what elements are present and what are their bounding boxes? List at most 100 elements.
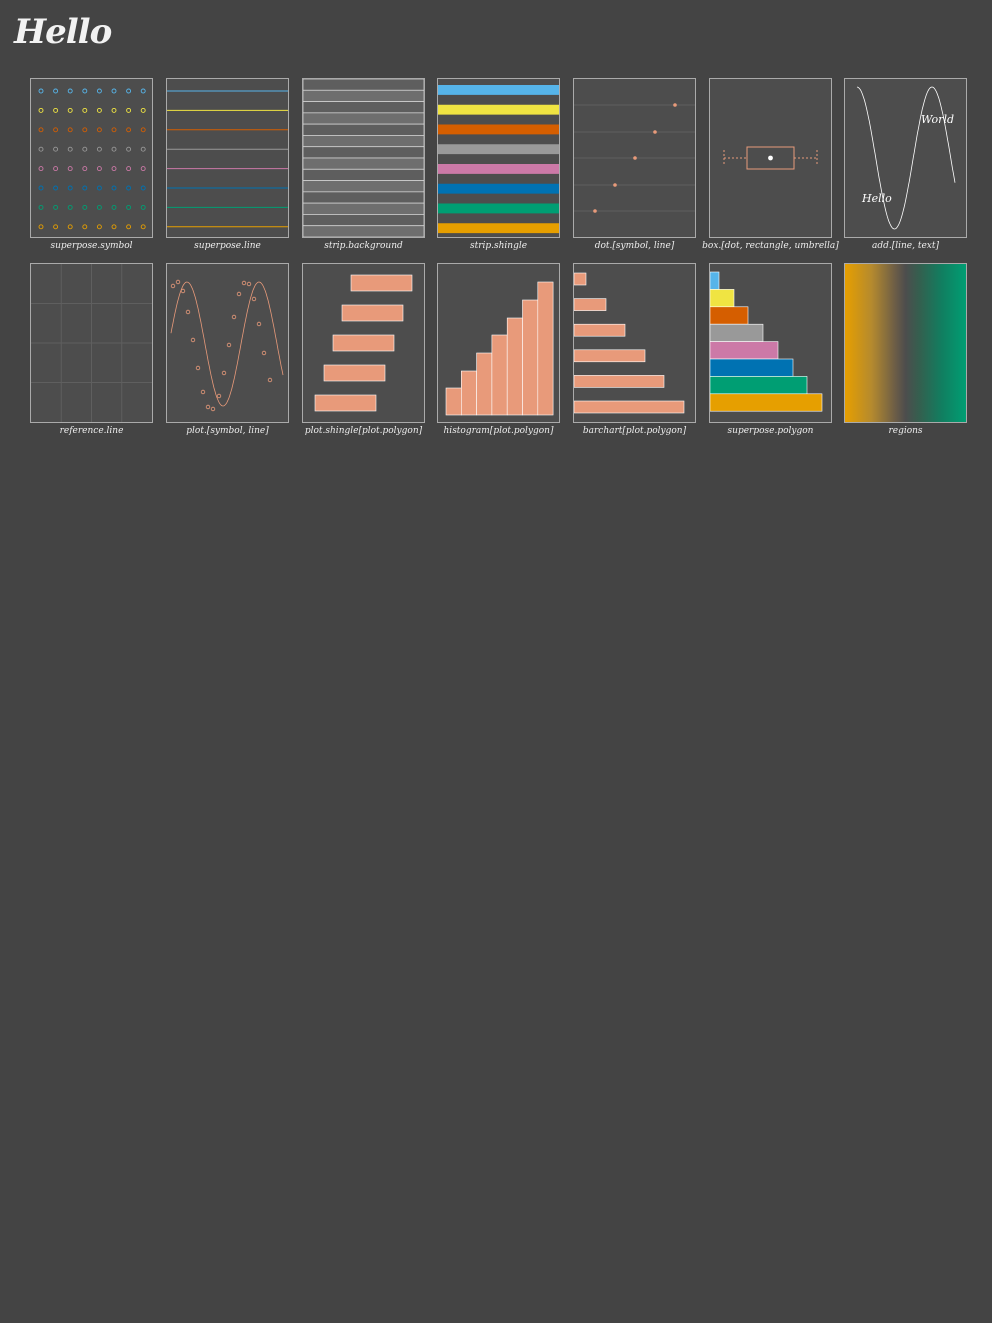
strip-shingle-band <box>438 183 559 194</box>
symbol-point <box>111 127 117 133</box>
barchart-cell: barchart[plot.polygon] <box>573 263 696 436</box>
symbol-point <box>96 146 102 152</box>
superpose-symbol-cell: superpose.symbol <box>30 78 153 251</box>
add-line-text-cell: Hello World add.[line, text] <box>844 78 967 251</box>
strip-background-band <box>303 135 424 148</box>
strip-shingle-band <box>438 223 559 234</box>
panel-caption: strip.background <box>324 241 403 251</box>
symbol-point <box>67 185 73 191</box>
symbol-point <box>82 146 88 152</box>
box-median-dot <box>768 155 773 161</box>
barchart-bar <box>574 298 607 311</box>
plot-shingle-panel <box>302 263 425 423</box>
reference-line-panel <box>30 263 153 423</box>
plot-symbol-point <box>241 280 247 286</box>
symbol-point <box>96 185 102 191</box>
page-title: Hello <box>14 12 112 52</box>
symbol-point <box>111 146 117 152</box>
symbol-point <box>53 166 59 172</box>
symbol-point <box>96 127 102 133</box>
symbol-point <box>53 88 59 94</box>
box-rectangle <box>746 146 795 170</box>
dot-plot <box>574 103 695 213</box>
symbol-point <box>53 224 59 230</box>
symbol-point <box>38 166 44 172</box>
symbol-point <box>140 88 146 94</box>
symbol-point <box>96 166 102 172</box>
strip-shingle-band <box>438 104 559 115</box>
symbol-point <box>111 88 117 94</box>
symbol-point <box>67 107 73 113</box>
symbol-point <box>38 88 44 94</box>
polygon-bar <box>710 341 779 360</box>
shingle-bar <box>341 304 404 322</box>
symbol-point <box>67 127 73 133</box>
strip-shingle-plot <box>438 85 559 234</box>
symbol-point <box>82 88 88 94</box>
strip-shingle-band <box>438 164 559 174</box>
strip-background-plot <box>303 79 424 237</box>
plot-symbol-point <box>231 314 237 320</box>
panel-caption: histogram[plot.polygon] <box>443 426 554 436</box>
symbol-point <box>126 88 132 94</box>
symbol-point <box>126 146 132 152</box>
panel-caption: plot.[symbol, line] <box>186 426 269 436</box>
polygon-bar <box>710 376 808 395</box>
symbol-point <box>126 107 132 113</box>
regions-cell: regions <box>844 263 967 436</box>
strip-background-cell: strip.background <box>302 78 425 251</box>
plot-shingle-plot <box>314 274 413 412</box>
symbol-point <box>38 185 44 191</box>
strip-shingle-band <box>438 124 559 135</box>
text-world: World <box>921 113 954 126</box>
panel-caption: regions <box>888 426 923 436</box>
superpose-polygon-cell: superpose.polygon <box>709 263 832 436</box>
strip-background-band <box>303 89 424 102</box>
panel-caption: barchart[plot.polygon] <box>582 426 687 436</box>
plot-symbol-point <box>195 365 201 371</box>
dot-point <box>593 209 597 213</box>
superpose-line-cell: superpose.line <box>166 78 289 251</box>
regions-panel <box>844 263 967 423</box>
panel-caption: dot.[symbol, line] <box>594 241 675 251</box>
strip-background-band <box>303 101 424 114</box>
plot-symbol-point <box>180 288 186 294</box>
barchart-bar <box>574 349 646 363</box>
superpose-symbol-panel <box>30 78 153 238</box>
plot-symbol-point <box>246 281 252 287</box>
plot-symbol-point <box>175 279 181 285</box>
panel-caption: plot.shingle[plot.polygon] <box>304 426 423 436</box>
symbol-point <box>126 127 132 133</box>
plot-symbol-line-panel <box>166 263 289 423</box>
symbol-point <box>140 127 146 133</box>
shingle-bar <box>314 394 377 412</box>
symbol-point <box>67 224 73 230</box>
superpose-line-plot <box>167 90 288 228</box>
barchart-plot <box>574 272 685 414</box>
histogram-bar <box>445 387 462 416</box>
reference-line-cell: reference.line <box>30 263 153 436</box>
barchart-bar <box>574 323 626 337</box>
shingle-bar <box>323 364 386 382</box>
symbol-point <box>111 185 117 191</box>
polygon-bar <box>710 323 764 342</box>
symbol-point <box>67 204 73 210</box>
panel-caption: superpose.symbol <box>50 241 133 251</box>
symbol-point <box>53 127 59 133</box>
histogram-bar <box>522 299 539 416</box>
superpose-polygon-panel <box>709 263 832 423</box>
strip-shingle-band <box>438 203 559 214</box>
panel-caption: superpose.polygon <box>727 426 814 436</box>
histogram-plot <box>445 281 554 416</box>
superpose-symbol-plot <box>38 88 146 230</box>
symbol-point <box>67 166 73 172</box>
symbol-point <box>140 146 146 152</box>
symbol-point <box>53 185 59 191</box>
histogram-bar <box>476 352 493 416</box>
strip-shingle-cell: strip.shingle <box>437 78 560 251</box>
box-plot <box>723 146 818 170</box>
dot-point <box>613 183 617 187</box>
symbol-point <box>82 107 88 113</box>
panel-caption: add.[line, text] <box>871 241 939 251</box>
symbol-point <box>53 146 59 152</box>
